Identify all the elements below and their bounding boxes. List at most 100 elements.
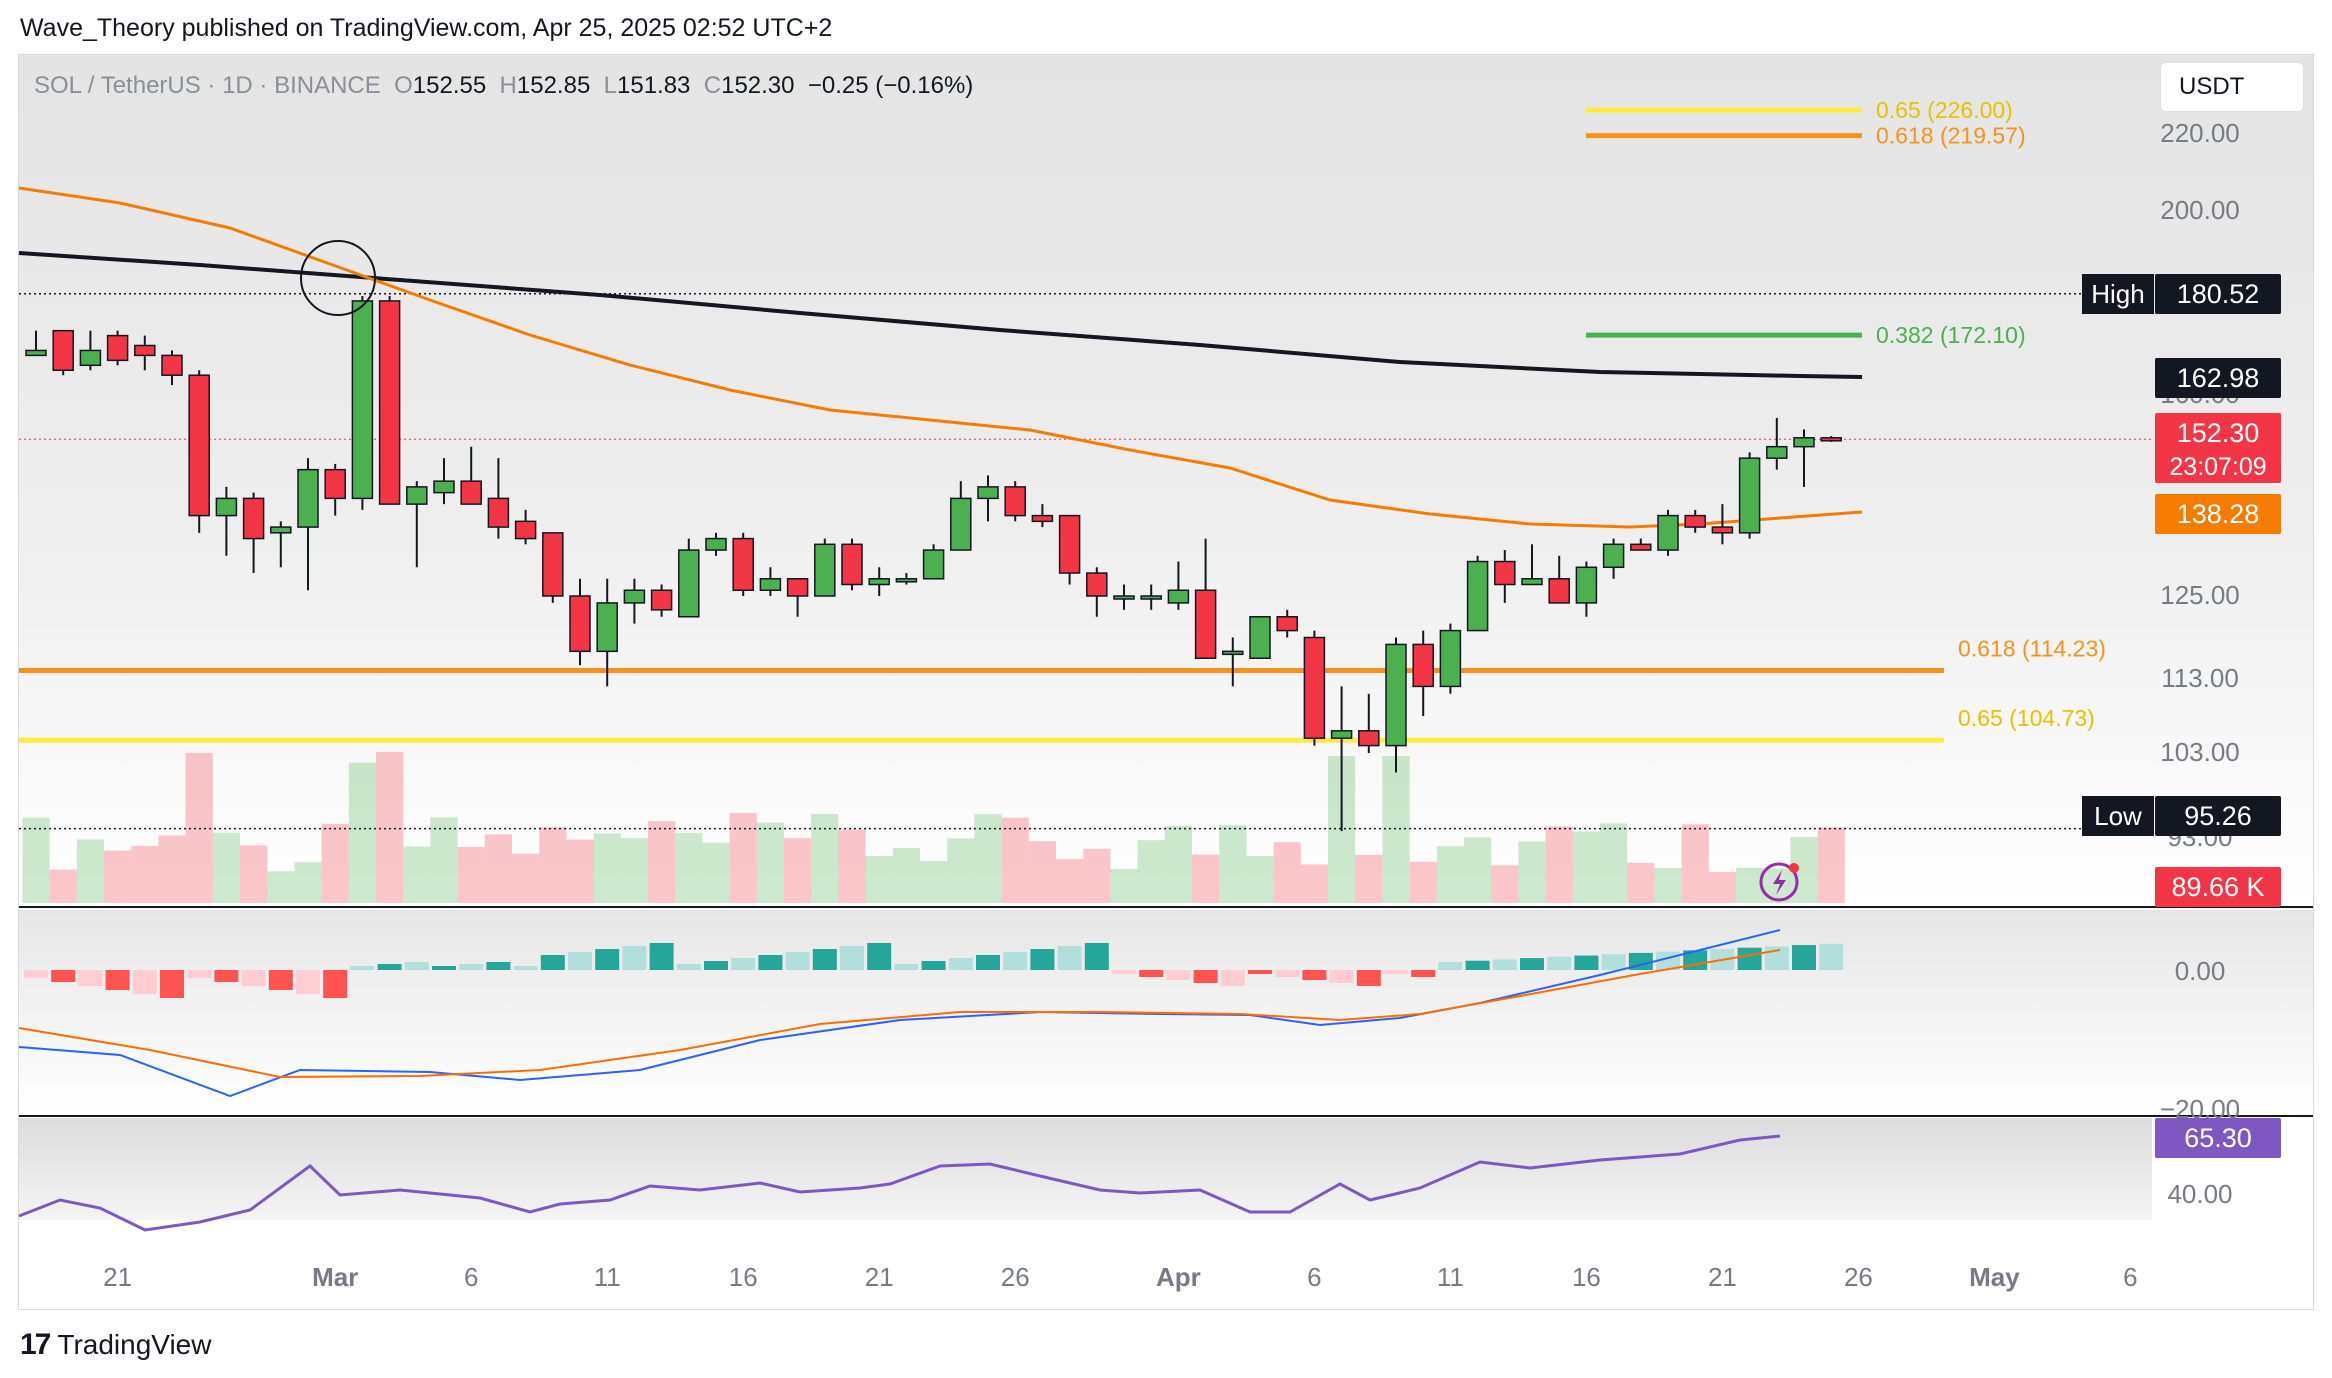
badge-tag-text: Low [2094,801,2142,831]
tradingview-logo[interactable]: 17 TradingView [20,1328,211,1362]
volume-bar [1491,865,1519,903]
candle [1194,538,1217,659]
volume-bar [892,847,920,903]
candle-body [1630,543,1652,551]
candle-body [161,354,183,376]
candle-body [1385,643,1407,747]
macd-histogram-bar [1057,946,1082,970]
macd-histogram-bar [1166,970,1191,980]
price-axis-tick: 103.00 [2160,737,2240,767]
badge-box [2155,274,2281,314]
candle [542,532,564,603]
candle-body [1330,730,1353,739]
time-axis-label: 21 [103,1262,132,1292]
badge-box [2155,1118,2281,1158]
badge-tag [2082,274,2154,314]
candle [623,578,646,624]
macd-histogram-bar [1547,956,1572,970]
macd-histogram-bar [296,970,320,994]
rsi-indicator [18,1134,1781,1232]
macd-histogram-bar [785,952,810,970]
candle [460,446,482,505]
candle-body [25,349,47,357]
badge-box [2155,867,2281,907]
volume-bar [403,846,431,903]
time-axis-label: Mar [312,1262,358,1292]
open-value: 152.55 [412,72,487,99]
price-axis-tick: 200.00 [2160,195,2240,225]
candle [1330,686,1353,832]
change-value: −0.25 (−0.16%) [807,72,974,99]
macd-histogram-bar [649,943,674,970]
currency-button[interactable]: USDT [2160,62,2304,112]
candle [841,538,863,591]
candle-body [1167,589,1190,604]
macd-histogram-bar [459,964,484,970]
candle [732,532,754,596]
candle [1466,555,1489,632]
volume-bar [1545,826,1573,903]
badge-value: 65.30 [2184,1123,2252,1153]
macd-histogram-bar [1411,970,1436,977]
macd-histogram-bar [1465,960,1490,970]
candle [650,584,673,617]
volume-bar [1028,841,1056,903]
macd-indicator [18,929,1844,1098]
volume-bar [974,814,1002,903]
volume-bar [348,762,376,903]
current-price-label: 152.30 23:07:09 [2155,413,2281,483]
candle-body [977,486,999,500]
candle [161,350,183,386]
fib-level-label: 0.65 (104.73) [1958,705,2095,731]
macd-axis-tick: 0.00 [2175,956,2226,986]
candle-body [433,480,455,494]
volume-bar [1110,869,1138,903]
candle [1630,538,1652,551]
candle-body [814,543,836,597]
macd-histogram-bar [758,955,783,970]
candle-body [1684,514,1706,528]
symbol-label[interactable]: SOL / TetherUS · 1D · BINANCE [34,72,381,99]
macd-histogram-bar [1139,970,1164,977]
candle [1385,637,1407,773]
macd-histogram-bar [132,970,157,994]
candle-body [460,480,482,505]
badge-box [2155,358,2281,398]
alert-icon[interactable] [1759,862,1799,902]
crossover-circle-marker [300,240,376,316]
candle-body [1276,616,1298,632]
main-pane-background [19,55,2313,906]
candle [1167,561,1190,610]
candle [1113,584,1135,610]
candle [406,481,428,568]
volume-bar [1219,825,1247,903]
candle [1494,550,1516,603]
volume-bar [76,839,104,903]
publisher-line: Wave_Theory published on TradingView.com… [20,14,833,42]
candle [1575,561,1598,617]
volume-area [22,751,1845,903]
volume-bar [1137,840,1165,903]
time-axis-label: 21 [1708,1262,1737,1292]
macd-histogram-bar [622,946,647,970]
candle-body [134,344,156,357]
time-axis-label: May [1969,1262,2020,1292]
ema-slow-price-label: 162.98 [2155,358,2281,398]
macd-histogram-bar [1737,947,1762,970]
candle [351,296,374,510]
candle-body [1086,572,1108,597]
time-axis-label: 11 [594,1262,621,1292]
candle [514,509,537,545]
time-axis-label: 26 [1001,1262,1030,1292]
macd-histogram-bar [731,958,756,970]
price-axis-tick: 113.00 [2161,663,2239,693]
volume-bar [240,845,268,903]
signal-line [18,949,1781,1079]
candle [922,544,945,580]
macd-histogram-bar [1601,954,1626,970]
volume-bar [1056,859,1084,903]
candle-body [1657,514,1679,551]
macd-histogram-bar [894,964,919,970]
candle [378,296,401,505]
